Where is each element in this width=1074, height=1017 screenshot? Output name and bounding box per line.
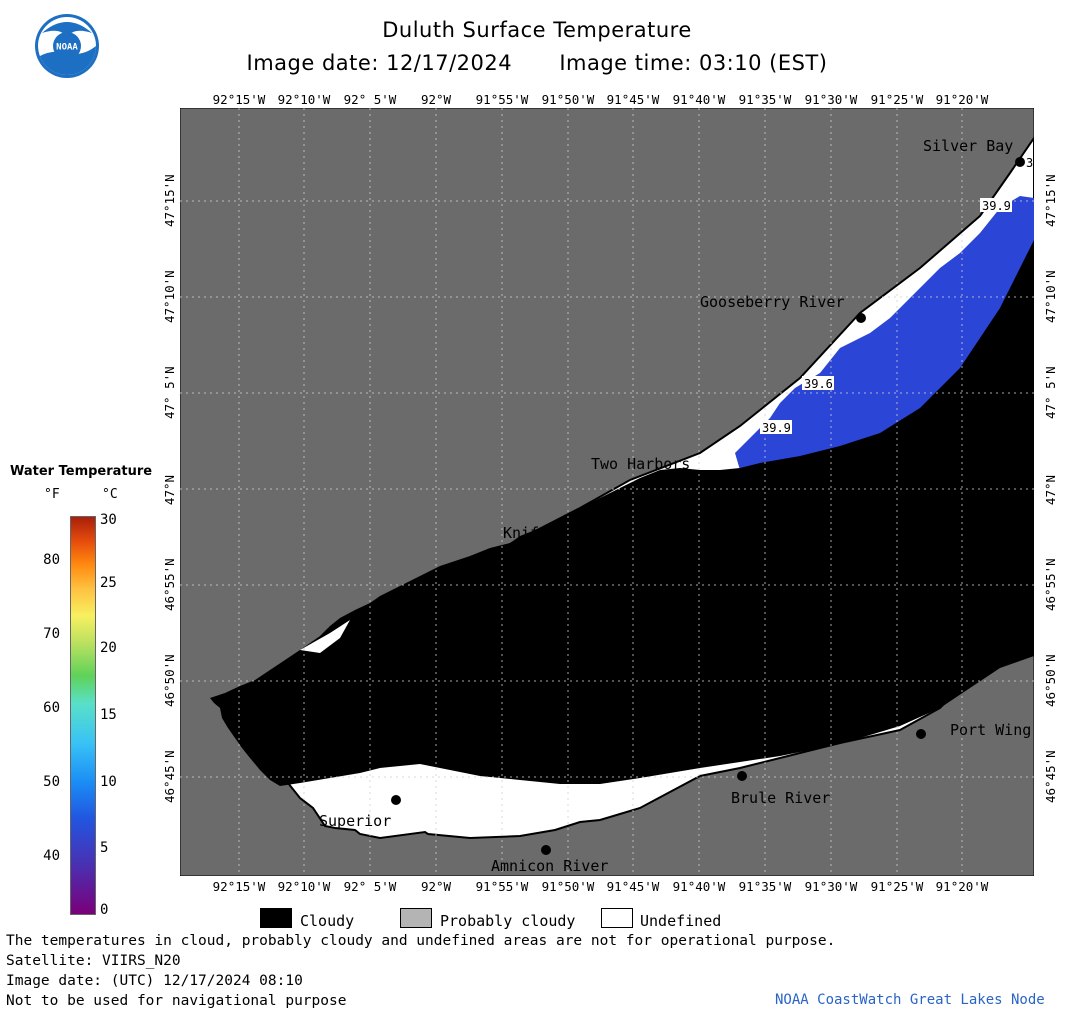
temperature-map: Silver Bay Gooseberry River Two Harbors … [180,108,1034,876]
superior-label: Superior [319,812,391,830]
noaa-logo-icon: NOAA [35,14,99,78]
lat-label-left: 47° 5'N [162,366,177,419]
lon-label-top: 91°25'W [870,92,924,107]
lat-label-left: 47°N [162,474,177,506]
lat-label-left: 47°10'N [162,270,177,323]
celsius-tick: 20 [100,640,117,656]
lon-label-bottom: 91°20'W [935,879,989,894]
undefined-strip [300,620,350,653]
knife-river-label: Knife River [503,524,602,542]
lon-label-bottom: 92° 5'W [343,879,397,894]
fahrenheit-tick: 50 [43,774,60,790]
credit-text: NOAA CoastWatch Great Lakes Node [775,992,1045,1008]
silver-bay-label: Silver Bay [923,137,1013,155]
celsius-tick: 10 [100,774,117,790]
lon-label-top: 91°20'W [935,92,989,107]
gooseberry-river-label: Gooseberry River [700,293,845,311]
temperature-label: 39.9 [762,421,791,435]
fahrenheit-unit: °F [44,487,60,502]
lat-label-left: 46°55'N [162,558,177,611]
legend-probably-cloudy-swatch [400,908,432,928]
lon-label-top: 91°45'W [606,92,660,107]
legend-probably-cloudy-label: Probably cloudy [440,912,576,930]
lon-label-top: 91°40'W [672,92,726,107]
image-date: Image date: 12/17/2024 [246,51,513,75]
temperature-colorbar [70,516,96,915]
lon-label-top: 92° 5'W [343,92,397,107]
celsius-tick: 0 [100,902,109,918]
temperature-label: 3 [1026,156,1033,170]
lat-label-right: 46°50'N [1043,654,1058,707]
lat-label-right: 47°15'N [1043,174,1058,227]
satellite-text: Satellite: VIIRS_N20 [6,953,181,969]
image-time: Image time: 03:10 (EST) [559,51,828,75]
temperature-label: 39.6 [804,377,833,391]
lat-label-right: 47°10'N [1043,270,1058,323]
lon-label-bottom: 91°45'W [606,879,660,894]
two-harbors-marker [707,473,717,483]
celsius-tick: 25 [100,575,117,591]
scale-title: Water Temperature [10,464,153,479]
lon-label-bottom: 91°35'W [738,879,792,894]
lon-label-bottom: 91°50'W [541,879,595,894]
map-title: Duluth Surface Temperature [382,18,692,42]
lon-label-bottom: 92°15'W [212,879,266,894]
lat-label-left: 46°50'N [162,654,177,707]
navigation-warning: Not to be used for navigational purpose [6,993,347,1009]
port-wing-label: Port Wing [950,721,1031,739]
lat-label-right: 46°45'N [1043,750,1058,803]
lon-label-bottom: 91°40'W [672,879,726,894]
legend-cloudy-label: Cloudy [300,912,355,930]
celsius-tick: 30 [100,512,117,528]
lat-label-right: 47°N [1043,474,1058,506]
silver-bay-marker [1015,157,1025,167]
disclaimer-text: The temperatures in cloud, probably clou… [6,933,836,949]
fahrenheit-tick: 70 [43,626,60,642]
legend-undefined-swatch [601,908,633,928]
superior-marker [391,795,401,805]
legend-cloudy-swatch [260,908,292,928]
lon-label-bottom: 91°55'W [475,879,529,894]
gooseberry-river-marker [856,313,866,323]
lon-label-bottom: 91°25'W [870,879,924,894]
legend-undefined-label: Undefined [640,912,722,930]
lat-label-left: 47°15'N [162,174,177,227]
temperature-label: 39.9 [982,199,1011,213]
lon-label-bottom: 92°10'W [277,879,331,894]
lat-label-left: 46°45'N [162,750,177,803]
fahrenheit-tick: 60 [43,700,60,716]
amnicon-river-marker [541,845,551,855]
fahrenheit-tick: 80 [43,552,60,568]
lon-label-top: 91°55'W [475,92,529,107]
lon-label-top: 91°35'W [738,92,792,107]
utc-date-text: Image date: (UTC) 12/17/2024 08:10 [6,973,303,989]
lat-label-right: 47° 5'N [1043,366,1058,419]
amnicon-river-label: Amnicon River [491,857,608,875]
brule-river-label: Brule River [731,789,830,807]
duluth-label: Duluth [307,716,361,734]
port-wing-marker [916,729,926,739]
lon-label-top: 91°50'W [541,92,595,107]
celsius-tick: 15 [100,707,117,723]
lon-label-top: 91°30'W [804,92,858,107]
lon-label-bottom: 92°W [420,879,452,894]
celsius-tick: 5 [100,840,109,856]
lon-label-top: 92°W [420,92,452,107]
lon-label-top: 92°15'W [212,92,266,107]
fahrenheit-tick: 40 [43,848,60,864]
knife-river-marker [604,544,614,554]
duluth-marker [360,737,370,747]
logo-text: NOAA [56,43,78,53]
map-grid [180,108,1034,876]
lat-label-right: 46°55'N [1043,558,1058,611]
lon-label-bottom: 91°30'W [804,879,858,894]
brule-river-marker [737,771,747,781]
two-harbors-label: Two Harbors [591,455,690,473]
map-subtitle: Image date: 12/17/2024 Image time: 03:10… [0,51,1074,75]
cloudy-area [210,240,1034,786]
lon-label-top: 92°10'W [277,92,331,107]
celsius-unit: °C [102,487,118,502]
